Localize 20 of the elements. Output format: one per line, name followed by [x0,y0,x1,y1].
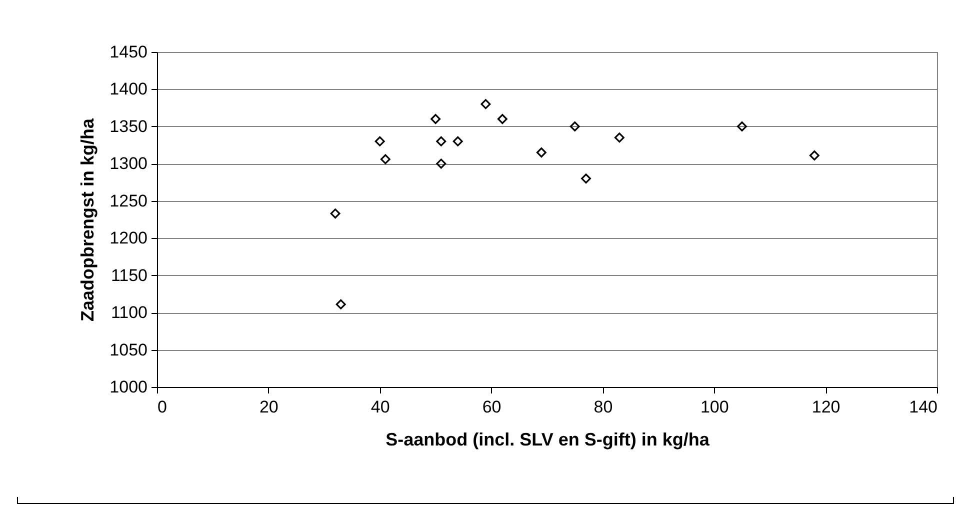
y-tick-label: 1250 [110,191,148,210]
x-tick-label: 60 [482,398,502,416]
y-tick-label: 1450 [110,42,148,62]
y-tick-label: 1200 [110,228,148,248]
y-tick-label: 1300 [110,154,148,174]
y-tick-label: 1150 [110,266,148,285]
x-tick-label: 0 [158,398,167,416]
x-tick-label: 80 [594,398,613,416]
x-axis-title: S-aanbod (incl. SLV en S-gift) in kg/ha [386,430,710,450]
x-tick-label: 140 [909,398,938,416]
x-tick-label: 120 [812,398,840,416]
y-tick-label: 1100 [110,303,148,322]
y-tick-label: 1000 [110,378,148,396]
x-tick-label: 20 [259,398,278,416]
y-axis-title: Zaadopbrengst in kg/ha [78,118,98,322]
x-tick-label: 100 [700,398,729,416]
x-tick-label: 40 [370,398,390,416]
y-tick-label: 1350 [110,116,148,136]
y-tick-label: 1400 [110,80,148,99]
y-tick-label: 1050 [110,340,148,360]
